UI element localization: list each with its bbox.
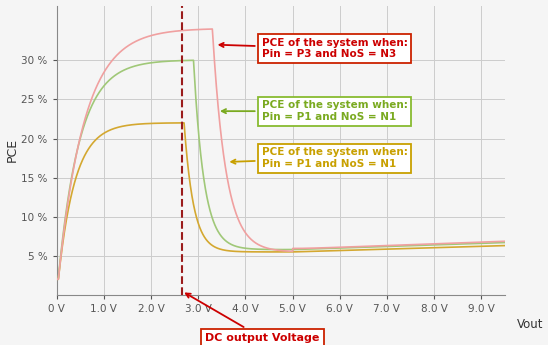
Text: Vout: Vout <box>517 318 543 331</box>
Text: PCE of the system when:
Pin = P1 and NoS = N1: PCE of the system when: Pin = P1 and NoS… <box>231 147 408 169</box>
Y-axis label: PCE: PCE <box>5 138 19 162</box>
Text: PCE of the system when:
Pin = P3 and NoS = N3: PCE of the system when: Pin = P3 and NoS… <box>220 38 408 59</box>
Text: DC output Voltage: DC output Voltage <box>186 294 319 343</box>
Text: PCE of the system when:
Pin = P1 and NoS = N1: PCE of the system when: Pin = P1 and NoS… <box>222 100 408 122</box>
